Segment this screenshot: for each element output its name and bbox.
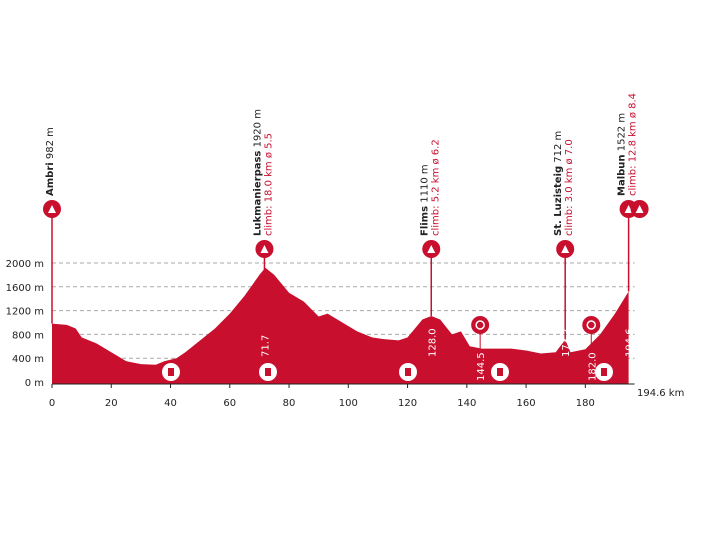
summit-label: Malbun 1522 m	[617, 113, 628, 196]
summit-icon	[422, 240, 441, 258]
y-tick-label: 0 m	[25, 378, 44, 389]
summit-label: Flims 1110 m	[419, 164, 430, 236]
summit-name: Ambri	[45, 162, 56, 196]
summit-elevation: 712 m	[553, 131, 564, 163]
finish-icon-glyph	[635, 205, 644, 213]
climb-label: climb: 18.0 km ø 5.5	[263, 133, 274, 236]
summit-elevation: 1522 m	[617, 113, 628, 151]
x-end-label: 194.6 km	[637, 388, 684, 399]
km-marker-label: 71.7	[260, 335, 271, 357]
finish-icon	[630, 200, 649, 218]
feed-icon-glyph	[405, 368, 411, 376]
feed-icon-glyph	[497, 368, 503, 376]
x-tick-label: 60	[223, 398, 236, 409]
km-marker-label: 194.6	[625, 328, 636, 357]
summit-label: St. Luzisteig 712 m	[553, 131, 564, 236]
sprint-glyph	[586, 320, 597, 330]
sprint-glyph	[475, 320, 485, 330]
sprint-icon	[471, 316, 490, 334]
km-marker-label: 182.0	[587, 352, 598, 381]
climb-label: climb: 5.2 km ø 6.2	[430, 139, 441, 236]
y-tick-label: 1600 m	[6, 283, 44, 294]
x-tick-label: 160	[517, 398, 536, 409]
km-marker-label: 128.0	[427, 328, 438, 357]
summit-icon-glyph	[427, 245, 436, 253]
x-tick-label: 0	[49, 398, 55, 409]
summit-name: Lukmanierpass	[252, 151, 263, 236]
y-tick-label: 1200 m	[6, 307, 44, 318]
x-tick-label: 140	[457, 398, 476, 409]
x-tick-label: 120	[398, 398, 417, 409]
summit-label: Ambri 982 m	[45, 127, 56, 196]
climb-label: climb: 3.0 km ø 7.0	[564, 139, 575, 236]
x-tick-label: 100	[339, 398, 358, 409]
elevation-area	[52, 267, 629, 384]
x-tick-label: 180	[576, 398, 595, 409]
summit-icon-glyph	[624, 205, 633, 213]
summit-name: Malbun	[617, 154, 628, 196]
sprint-icon	[582, 316, 601, 334]
x-tick-label: 40	[164, 398, 177, 409]
feed-icon-glyph	[601, 368, 607, 376]
summit-elevation: 1920 m	[252, 109, 263, 147]
summit-icon-glyph	[48, 205, 56, 213]
feed-icon-glyph	[265, 368, 271, 376]
summit-icon	[255, 240, 274, 258]
feed-icon-glyph	[168, 368, 174, 376]
km-marker-label: 173.2	[561, 328, 572, 357]
x-tick-label: 20	[105, 398, 118, 409]
summit-icon	[556, 240, 575, 258]
y-tick-label: 2000 m	[6, 259, 44, 270]
summit-icon	[43, 200, 61, 218]
climb-label: climb: 12.8 km ø 8.4	[628, 93, 639, 196]
summit-elevation: 1110 m	[419, 164, 430, 202]
y-tick-label: 800 m	[12, 330, 44, 341]
summit-name: Flims	[419, 206, 430, 236]
summit-name: St. Luzisteig	[553, 166, 564, 236]
summit-icon-glyph	[561, 245, 570, 253]
x-tick-label: 80	[283, 398, 296, 409]
km-marker-label: 144.5	[476, 352, 487, 381]
summit-elevation: 982 m	[45, 127, 56, 159]
summit-icon-glyph	[260, 245, 269, 253]
y-tick-label: 400 m	[12, 354, 44, 365]
summit-label: Lukmanierpass 1920 m	[252, 109, 263, 236]
